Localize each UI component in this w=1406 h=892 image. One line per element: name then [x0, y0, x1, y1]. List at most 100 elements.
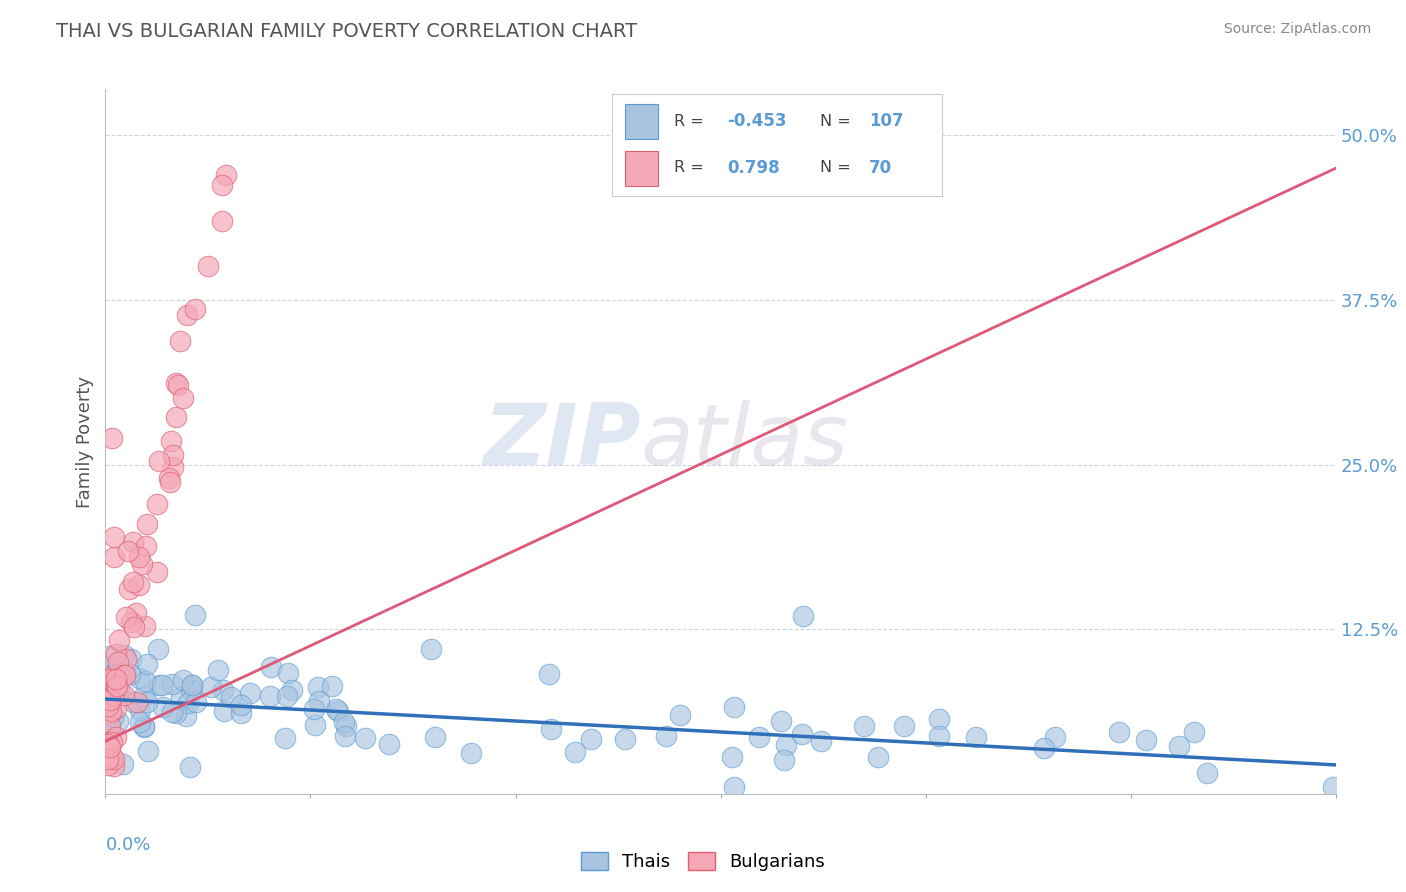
Point [122, 620, 145, 634]
Point [304, 702, 326, 716]
Point [100, 693, 122, 707]
Point [98, 692, 121, 706]
Text: ZIP: ZIP [484, 400, 641, 483]
Point [540, 722, 562, 736]
Point [1167, 739, 1189, 753]
Point [132, 718, 155, 732]
Text: N =: N = [820, 114, 856, 128]
Point [101, 749, 124, 764]
Point [108, 683, 131, 698]
Point [100, 668, 122, 682]
Point [212, 705, 235, 719]
Point [1033, 741, 1056, 756]
Point [96, 747, 118, 762]
Point [96, 734, 118, 748]
Point [792, 609, 814, 624]
Point [162, 448, 184, 462]
Point [96, 758, 118, 772]
Point [1322, 780, 1344, 795]
Point [162, 460, 184, 475]
Point [160, 676, 183, 690]
Point [131, 557, 153, 571]
Point [460, 746, 482, 760]
Point [152, 699, 174, 714]
Point [103, 758, 125, 772]
Point [181, 678, 204, 692]
Point [135, 657, 157, 672]
Point [120, 652, 142, 666]
Text: THAI VS BULGARIAN FAMILY POVERTY CORRELATION CHART: THAI VS BULGARIAN FAMILY POVERTY CORRELA… [56, 22, 637, 41]
Point [122, 535, 145, 549]
Point [98, 732, 121, 747]
Point [180, 682, 202, 697]
Point [145, 497, 167, 511]
Point [1045, 730, 1067, 744]
Point [103, 689, 125, 703]
Point [98, 739, 121, 754]
Point [165, 376, 187, 390]
Point [852, 719, 875, 733]
Point [172, 673, 194, 687]
Point [157, 471, 180, 485]
Point [614, 732, 637, 747]
Point [98, 661, 121, 675]
Point [134, 673, 156, 688]
Point [159, 434, 181, 448]
Point [304, 718, 326, 732]
Point [179, 759, 201, 773]
Point [107, 633, 129, 648]
Point [229, 698, 252, 713]
Point [1135, 733, 1157, 747]
Point [150, 678, 173, 692]
Point [775, 738, 797, 752]
Bar [624, 151, 658, 186]
Point [259, 690, 281, 704]
Point [174, 708, 197, 723]
Point [1108, 725, 1130, 739]
Point [98, 717, 121, 731]
Point [169, 334, 191, 348]
Point [281, 682, 304, 697]
Point [117, 544, 139, 558]
Point [333, 714, 356, 729]
Text: 0.0%: 0.0% [105, 836, 150, 855]
Point [129, 702, 152, 716]
Point [135, 695, 157, 709]
Point [162, 705, 184, 719]
Point [105, 701, 128, 715]
Point [100, 670, 122, 684]
Point [122, 575, 145, 590]
Point [276, 689, 298, 703]
Y-axis label: Family Poverty: Family Poverty [76, 376, 94, 508]
Point [103, 549, 125, 564]
Point [148, 678, 170, 692]
Point [307, 681, 329, 695]
Point [107, 714, 129, 728]
Point [721, 749, 744, 764]
Point [103, 710, 125, 724]
Point [420, 641, 443, 656]
Point [145, 565, 167, 579]
Point [181, 678, 204, 692]
Point [321, 679, 343, 693]
Point [107, 655, 129, 669]
Point [928, 729, 950, 743]
Point [98, 673, 121, 687]
Point [1195, 765, 1218, 780]
Text: atlas: atlas [641, 400, 849, 483]
Point [668, 707, 690, 722]
Point [748, 731, 770, 745]
Point [579, 731, 602, 746]
Text: R =: R = [675, 114, 709, 128]
Point [103, 530, 125, 544]
Point [810, 733, 832, 747]
Point [103, 752, 125, 766]
Point [170, 690, 193, 705]
Point [103, 672, 125, 686]
Point [101, 688, 124, 702]
Point [125, 695, 148, 709]
Point [167, 377, 190, 392]
Point [219, 690, 242, 705]
Point [326, 704, 349, 718]
Point [105, 679, 128, 693]
